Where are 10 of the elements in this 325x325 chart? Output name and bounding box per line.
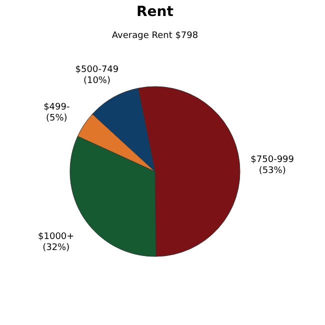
chart-title: Rent xyxy=(136,4,174,20)
slice-label: $499- xyxy=(44,102,70,112)
slice-label: $500-749 xyxy=(75,64,119,75)
data-label: (32%) xyxy=(42,242,70,253)
slice-label: $750-999 xyxy=(250,155,294,166)
chart-subtitle: Average Rent $798 xyxy=(112,31,198,41)
data-label: (10%) xyxy=(83,76,110,86)
data-label: (5%) xyxy=(46,113,68,124)
slice-label: $1000+ xyxy=(38,232,74,242)
data-label: (53%) xyxy=(258,166,286,176)
